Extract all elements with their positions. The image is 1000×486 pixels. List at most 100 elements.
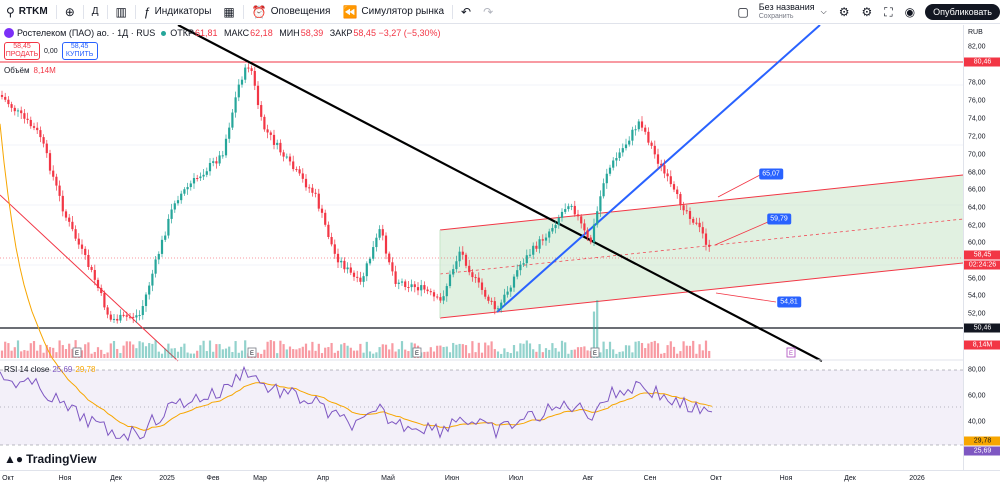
volume-bar <box>554 348 557 358</box>
candle-body <box>557 217 560 225</box>
volume-bar <box>573 349 576 358</box>
downtrend-line-red[interactable] <box>0 194 179 362</box>
chart-pane[interactable]: E E E E E <box>0 25 963 470</box>
volume-bar <box>535 351 538 358</box>
indicators-button[interactable]: ƒ Индикаторы <box>138 0 218 24</box>
candle-body <box>666 173 669 177</box>
earnings-marker-icon[interactable] <box>72 347 82 358</box>
divider <box>452 4 454 19</box>
rsi-legend[interactable]: RSI 14 close 25,69 29,78 <box>4 365 95 374</box>
candle-body <box>301 173 304 179</box>
uptrend-line-blue[interactable] <box>496 25 821 313</box>
volume-bar <box>692 340 695 358</box>
settings-button[interactable]: ⚙ <box>855 0 878 24</box>
volume-bar <box>148 343 151 358</box>
channel-mid-line[interactable] <box>439 218 963 275</box>
candle-body <box>324 212 327 225</box>
layout-name-button[interactable]: ▢ Без названия Сохранить ⌵ <box>731 0 832 24</box>
callout-lower-price[interactable]: 54,81 <box>777 296 801 308</box>
low-value: 58,39 <box>300 28 324 38</box>
volume-bar <box>628 345 631 358</box>
volume-bar <box>586 350 589 358</box>
volume-bar <box>45 344 48 358</box>
candle-body <box>503 294 506 303</box>
chart-type-button[interactable]: ▥ <box>110 0 133 24</box>
volume-bar <box>359 343 362 358</box>
layouts-button[interactable]: ▦ <box>217 0 240 24</box>
snapshot-button[interactable]: ◉ <box>899 0 921 24</box>
earnings-marker-icon[interactable] <box>247 347 257 358</box>
volume-bar <box>295 349 298 358</box>
rsi-ma-line[interactable] <box>0 123 713 431</box>
alerts-button[interactable]: ⏰ Оповещения <box>246 0 337 24</box>
downtrend-line-black[interactable] <box>177 25 823 362</box>
layout-square-icon: ▢ <box>737 5 749 19</box>
volume-bar <box>29 343 32 358</box>
currency-label[interactable]: RUB <box>968 29 983 36</box>
candle-body <box>205 171 208 175</box>
candle-body <box>231 112 234 128</box>
rsi-band <box>0 370 963 445</box>
quick-search-button[interactable]: ⚙ <box>833 0 856 24</box>
candle-body <box>532 245 535 255</box>
legend-title[interactable]: Ростелеком (ПАО) ао. · 1Д · RUS <box>17 28 156 38</box>
callout-mid-price[interactable]: 59,79 <box>767 213 791 225</box>
price-tick: 68,00 <box>968 169 986 177</box>
volume-bar <box>84 344 87 358</box>
publish-button[interactable]: Опубликовать <box>925 4 1000 20</box>
chart-canvas[interactable]: E E E E E <box>0 25 963 470</box>
sell-button[interactable]: 58,45 ПРОДАТЬ <box>4 42 40 60</box>
candle-body <box>493 301 496 310</box>
candle-body <box>682 205 685 211</box>
volume-bar <box>109 343 112 358</box>
candle-body <box>583 223 586 231</box>
volume-bar <box>605 349 608 358</box>
buy-button[interactable]: 58,45 КУПИТЬ <box>61 42 98 60</box>
earnings-marker-icon[interactable] <box>786 347 796 358</box>
volume-bar <box>112 340 116 358</box>
volume-bar <box>375 352 378 358</box>
channel-bottom-line[interactable] <box>439 262 963 319</box>
compare-button[interactable]: ⊕ <box>59 0 81 24</box>
volume-bar <box>218 344 221 358</box>
candle-body <box>240 79 244 85</box>
undo-button[interactable]: ↶ <box>455 0 477 24</box>
candle-body <box>484 289 487 297</box>
candle-body <box>266 129 269 133</box>
volume-bar <box>404 349 407 358</box>
candle-body <box>122 314 125 316</box>
volume-bar <box>474 352 477 358</box>
candle-body <box>244 67 247 80</box>
volume-bar <box>352 350 356 358</box>
regression-channel[interactable] <box>440 175 963 318</box>
candle-body <box>618 152 621 159</box>
channel-top-line[interactable] <box>439 174 963 231</box>
candle-body <box>45 143 48 154</box>
candle-body <box>125 315 128 317</box>
symbol-search[interactable]: ⚲ RTKM <box>0 0 54 24</box>
callout-upper-price[interactable]: 65,07 <box>759 168 783 180</box>
price-scale[interactable]: RUB 82,00 78,00 76,00 74,00 72,00 70,00 … <box>963 25 1000 470</box>
replay-button[interactable]: ⏪ Симулятор рынка <box>336 0 450 24</box>
volume-legend[interactable]: Объём 8,14M <box>4 66 56 75</box>
earnings-marker-icon[interactable] <box>590 347 600 358</box>
earnings-marker-icon[interactable] <box>412 347 422 358</box>
volume-bar <box>167 343 170 358</box>
rsi-line[interactable] <box>0 365 713 442</box>
volume-bar <box>650 341 653 358</box>
fullscreen-button[interactable]: ⛶ <box>878 0 898 24</box>
volume-bar <box>128 341 132 358</box>
interval-button[interactable]: Д <box>91 6 99 17</box>
volume-bar <box>704 340 708 358</box>
volume-bar <box>48 347 52 358</box>
rsi-tick: 40,00 <box>968 418 986 426</box>
redo-button[interactable]: ↷ <box>477 0 499 24</box>
candle-body <box>23 113 26 119</box>
tradingview-logo[interactable]: ▲● TradingView <box>4 452 97 466</box>
volume-bar <box>544 348 548 358</box>
candle-body <box>292 161 295 170</box>
time-axis[interactable]: Окт Ноя Дек 2025 Фев Мар Апр Май Июн Июл… <box>0 470 1000 486</box>
candle-body <box>52 170 55 177</box>
volume-bar <box>676 353 679 358</box>
volume-bar <box>701 350 704 358</box>
